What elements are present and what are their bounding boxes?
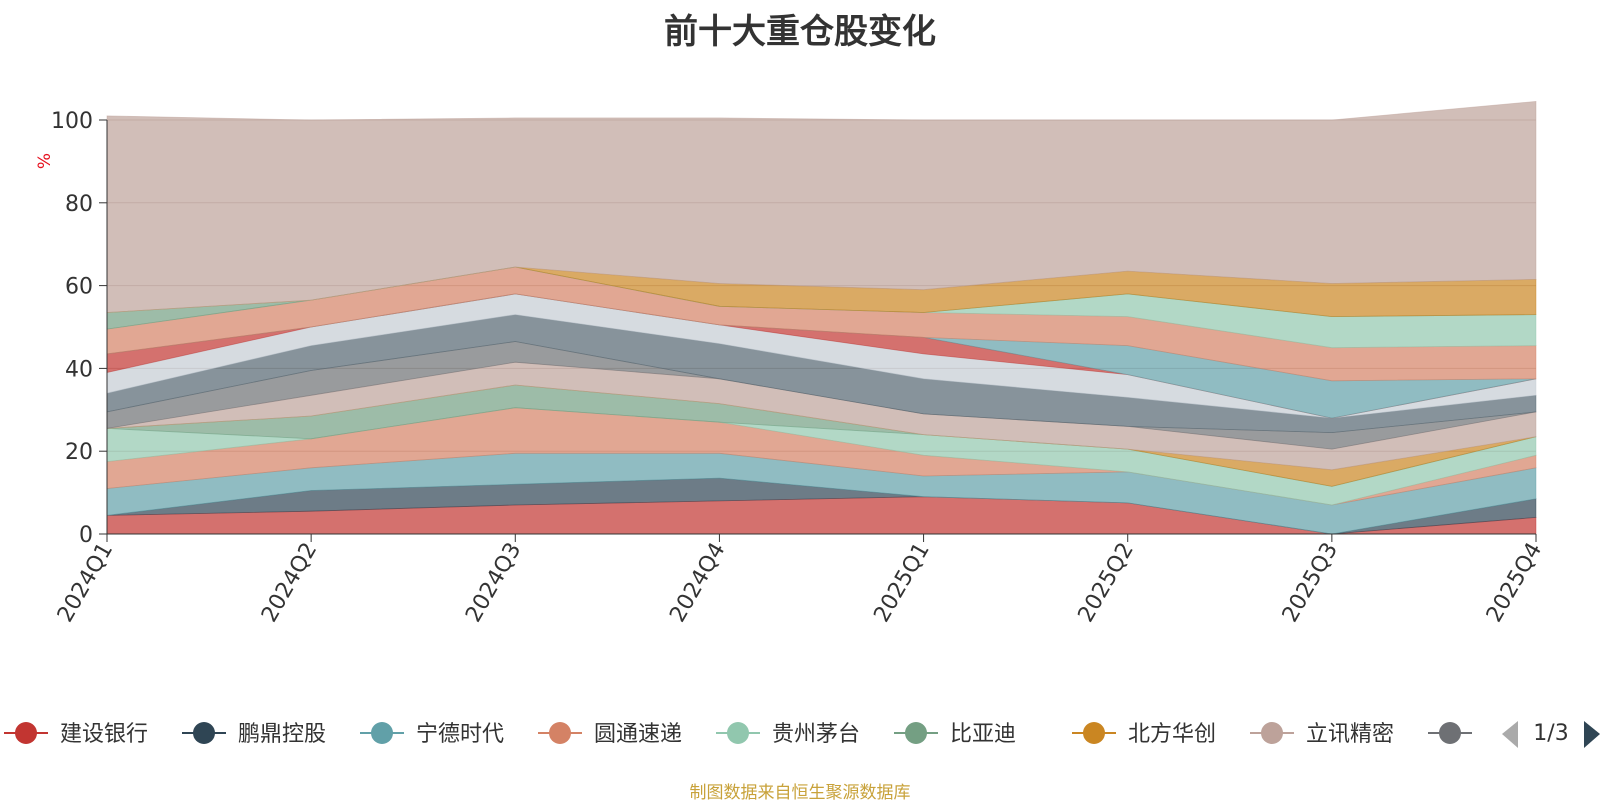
x-tick-label: 2025Q2 [1074, 539, 1139, 627]
x-tick-label: 2025Q3 [1278, 539, 1343, 627]
legend-prev-icon[interactable] [1502, 721, 1518, 748]
legend-label: 宁德时代 [416, 722, 504, 747]
legend-marker [1261, 722, 1283, 744]
legend-marker [727, 722, 749, 744]
legend-marker [15, 722, 37, 744]
legend-item[interactable]: 北方华创 [1072, 722, 1216, 747]
y-tick-label: 40 [65, 357, 93, 382]
legend-item[interactable]: 圆通速递 [538, 722, 682, 747]
legend-label: 比亚迪 [950, 722, 1016, 747]
y-tick-label: 0 [79, 523, 93, 548]
legend-label: 贵州茅台 [772, 722, 860, 747]
legend-marker [193, 722, 215, 744]
y-tick-label: 80 [65, 192, 93, 217]
legend-label: 建设银行 [60, 722, 148, 747]
x-tick-label: 2024Q3 [461, 539, 526, 627]
y-axis-unit: % [35, 153, 55, 169]
y-tick-label: 60 [65, 275, 93, 300]
legend-next-icon[interactable] [1584, 721, 1600, 748]
legend-item[interactable]: 华勤技术 [1428, 722, 1572, 747]
legend-marker [905, 722, 927, 744]
x-tick-label: 2025Q4 [1482, 539, 1547, 627]
legend-page-indicator: 1/3 [1533, 721, 1568, 746]
x-tick-label: 2025Q1 [869, 539, 934, 627]
legend-label: 立讯精密 [1306, 722, 1394, 747]
legend-marker [371, 722, 393, 744]
legend-item[interactable]: 立讯精密 [1250, 722, 1394, 747]
legend-items: 建设银行 鹏鼎控股 宁德时代 圆通速递 贵州茅台 比亚迪 北方华创 立讯精密 华勤技术 [4, 722, 1572, 747]
legend-item[interactable]: 比亚迪 [894, 722, 1016, 747]
legend-item[interactable]: 建设银行 [4, 722, 148, 747]
legend-label: 北方华创 [1128, 722, 1216, 747]
series-area [106, 100, 1537, 313]
data-source-note: 制图数据来自恒生聚源数据库 [689, 783, 911, 803]
legend-item[interactable]: 鹏鼎控股 [182, 722, 326, 747]
legend-marker [549, 722, 571, 744]
legend-item[interactable]: 宁德时代 [360, 722, 504, 747]
x-tick-label: 2024Q2 [257, 539, 322, 627]
x-tick-label: 2024Q4 [665, 539, 730, 627]
area-series [106, 100, 1537, 535]
x-tick-label: 2024Q1 [53, 539, 118, 627]
y-tick-label: 20 [65, 440, 93, 465]
legend-label: 鹏鼎控股 [238, 722, 326, 747]
legend-marker [1083, 722, 1105, 744]
legend-item[interactable]: 贵州茅台 [716, 722, 860, 747]
legend-marker [1439, 722, 1461, 744]
y-tick-label: 100 [51, 109, 93, 134]
legend-label: 圆通速递 [594, 722, 682, 747]
chart-title: 前十大重仓股变化 [664, 12, 936, 52]
